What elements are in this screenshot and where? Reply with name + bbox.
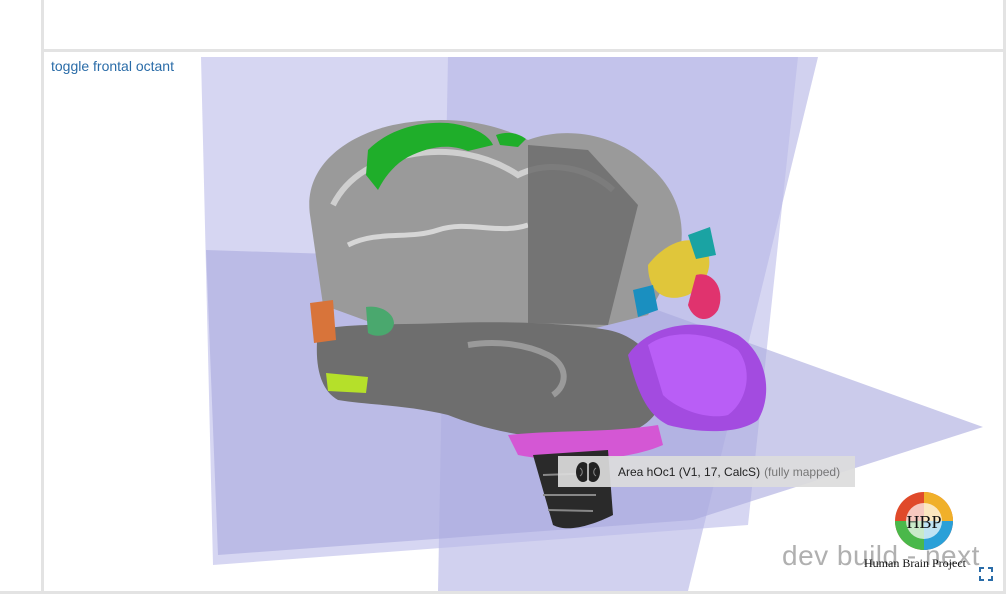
brain-render[interactable] <box>48 55 1003 591</box>
fullscreen-icon[interactable] <box>978 566 994 582</box>
area-name: Area hOc1 (V1, 17, CalcS) <box>618 464 761 479</box>
mapping-status: (fully mapped) <box>764 464 841 479</box>
dev-build-watermark: dev build - next <box>782 540 980 571</box>
green-region <box>366 122 493 190</box>
hbp-logo: HBP <box>895 492 953 550</box>
bottom-border <box>0 591 1006 594</box>
hbp-initials: HBP <box>906 512 941 532</box>
axial-slice <box>316 322 662 440</box>
top-bar <box>0 0 1006 52</box>
3d-viewer[interactable] <box>48 55 1003 591</box>
hbp-text: Human Brain Project <box>864 556 966 570</box>
toggle-frontal-octant-link[interactable]: toggle frontal octant <box>51 58 174 74</box>
left-panel <box>0 0 44 594</box>
orange-region <box>310 300 336 343</box>
right-border <box>1003 0 1006 594</box>
region-tooltip: Area hOc1 (V1, 17, CalcS) (fully mapped) <box>558 456 855 487</box>
brain-icon <box>576 461 600 482</box>
